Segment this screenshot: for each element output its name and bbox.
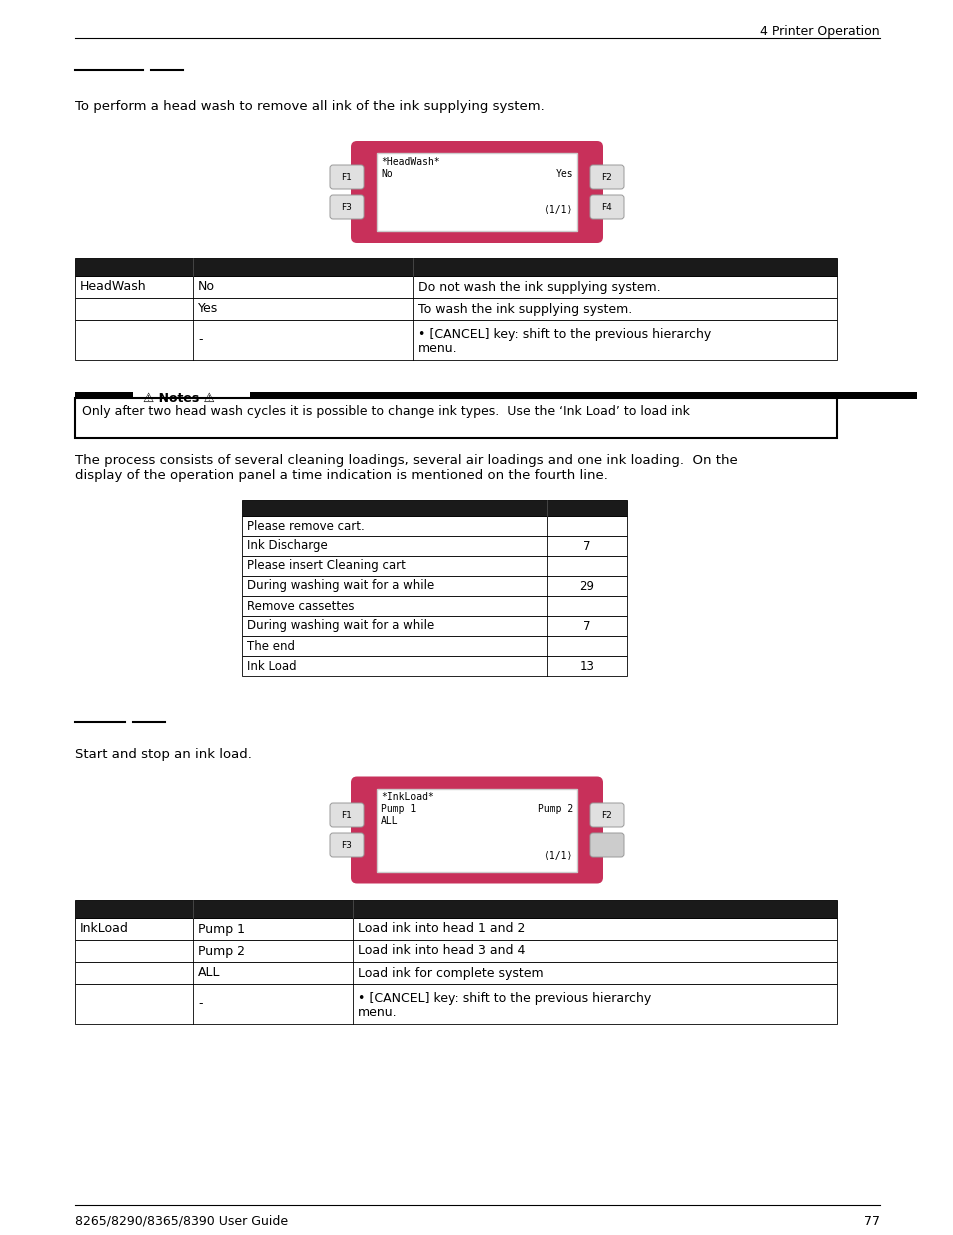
Bar <box>242 536 626 556</box>
Text: F2: F2 <box>601 810 612 820</box>
Text: HeadWash: HeadWash <box>80 280 147 294</box>
Text: Please insert Cleaning cart: Please insert Cleaning cart <box>247 559 405 573</box>
Text: F1: F1 <box>341 173 352 182</box>
FancyBboxPatch shape <box>330 832 364 857</box>
FancyBboxPatch shape <box>589 165 623 189</box>
Text: Yes: Yes <box>198 303 218 315</box>
Text: 4 Printer Operation: 4 Printer Operation <box>760 25 879 38</box>
Text: Load ink into head 3 and 4: Load ink into head 3 and 4 <box>357 945 525 957</box>
Text: -: - <box>198 333 202 347</box>
Text: F1: F1 <box>341 810 352 820</box>
Text: 13: 13 <box>579 659 594 673</box>
Bar <box>75 918 836 940</box>
Text: menu.: menu. <box>417 342 457 354</box>
Text: 7: 7 <box>582 540 590 552</box>
Bar <box>242 636 626 656</box>
Text: No: No <box>380 169 393 179</box>
Bar <box>242 616 626 636</box>
Bar <box>250 391 916 399</box>
FancyBboxPatch shape <box>351 777 602 883</box>
Text: ⟨1/1⟩: ⟨1/1⟩ <box>543 205 573 215</box>
FancyBboxPatch shape <box>351 141 602 243</box>
Text: During washing wait for a while: During washing wait for a while <box>247 579 434 593</box>
Text: *InkLoad*: *InkLoad* <box>380 793 434 803</box>
Text: Only after two head wash cycles it is possible to change ink types.  Use the ‘In: Only after two head wash cycles it is po… <box>82 405 689 417</box>
Text: 7: 7 <box>582 620 590 632</box>
Bar <box>242 597 626 616</box>
Text: Do not wash the ink supplying system.: Do not wash the ink supplying system. <box>417 280 659 294</box>
Text: ⚠ Notes ⚠: ⚠ Notes ⚠ <box>143 391 214 405</box>
Text: F3: F3 <box>341 203 352 211</box>
Text: ALL: ALL <box>380 816 398 826</box>
Text: The end: The end <box>247 640 294 652</box>
Text: Load ink into head 1 and 2: Load ink into head 1 and 2 <box>357 923 525 935</box>
Text: Remove cassettes: Remove cassettes <box>247 599 355 613</box>
Bar <box>75 962 836 984</box>
Text: F3: F3 <box>341 841 352 850</box>
Bar <box>75 984 836 1024</box>
FancyBboxPatch shape <box>589 195 623 219</box>
Text: 77: 77 <box>863 1215 879 1228</box>
FancyBboxPatch shape <box>330 803 364 827</box>
Bar <box>75 391 132 399</box>
Bar <box>376 788 577 872</box>
Bar <box>376 153 577 231</box>
Text: Pump 2: Pump 2 <box>198 945 245 957</box>
Text: Pump 1: Pump 1 <box>198 923 245 935</box>
Text: F4: F4 <box>601 203 612 211</box>
Text: *HeadWash*: *HeadWash* <box>380 157 439 167</box>
Bar <box>242 656 626 676</box>
Bar <box>242 516 626 536</box>
Text: 8265/8290/8365/8390 User Guide: 8265/8290/8365/8390 User Guide <box>75 1215 288 1228</box>
Text: No: No <box>198 280 214 294</box>
Text: F2: F2 <box>601 173 612 182</box>
Bar <box>242 556 626 576</box>
Text: During washing wait for a while: During washing wait for a while <box>247 620 434 632</box>
Text: InkLoad: InkLoad <box>80 923 129 935</box>
Text: ⟨1/1⟩: ⟨1/1⟩ <box>543 851 573 861</box>
Bar <box>242 500 626 516</box>
Bar <box>242 576 626 597</box>
Text: -: - <box>198 998 202 1010</box>
Text: Start and stop an ink load.: Start and stop an ink load. <box>75 748 252 761</box>
Bar <box>75 275 836 298</box>
FancyBboxPatch shape <box>330 195 364 219</box>
Bar <box>75 258 836 275</box>
Text: Ink Load: Ink Load <box>247 659 296 673</box>
FancyBboxPatch shape <box>589 832 623 857</box>
Bar <box>75 900 836 918</box>
FancyBboxPatch shape <box>589 803 623 827</box>
Text: Load ink for complete system: Load ink for complete system <box>357 967 543 979</box>
Text: The process consists of several cleaning loadings, several air loadings and one : The process consists of several cleaning… <box>75 454 737 482</box>
Text: 29: 29 <box>578 579 594 593</box>
Bar <box>75 298 836 320</box>
Text: To perform a head wash to remove all ink of the ink supplying system.: To perform a head wash to remove all ink… <box>75 100 544 112</box>
Text: ALL: ALL <box>198 967 220 979</box>
Bar <box>75 940 836 962</box>
Text: Pump 1: Pump 1 <box>380 804 416 815</box>
Text: Ink Discharge: Ink Discharge <box>247 540 328 552</box>
Bar <box>75 320 836 359</box>
Text: To wash the ink supplying system.: To wash the ink supplying system. <box>417 303 632 315</box>
Text: Please remove cart.: Please remove cart. <box>247 520 364 532</box>
FancyBboxPatch shape <box>330 165 364 189</box>
Text: Yes: Yes <box>555 169 573 179</box>
Text: • [CANCEL] key: shift to the previous hierarchy: • [CANCEL] key: shift to the previous hi… <box>417 329 711 341</box>
Bar <box>75 398 836 438</box>
Text: menu.: menu. <box>357 1007 397 1019</box>
Text: Pump 2: Pump 2 <box>537 804 573 815</box>
Text: • [CANCEL] key: shift to the previous hierarchy: • [CANCEL] key: shift to the previous hi… <box>357 992 651 1005</box>
